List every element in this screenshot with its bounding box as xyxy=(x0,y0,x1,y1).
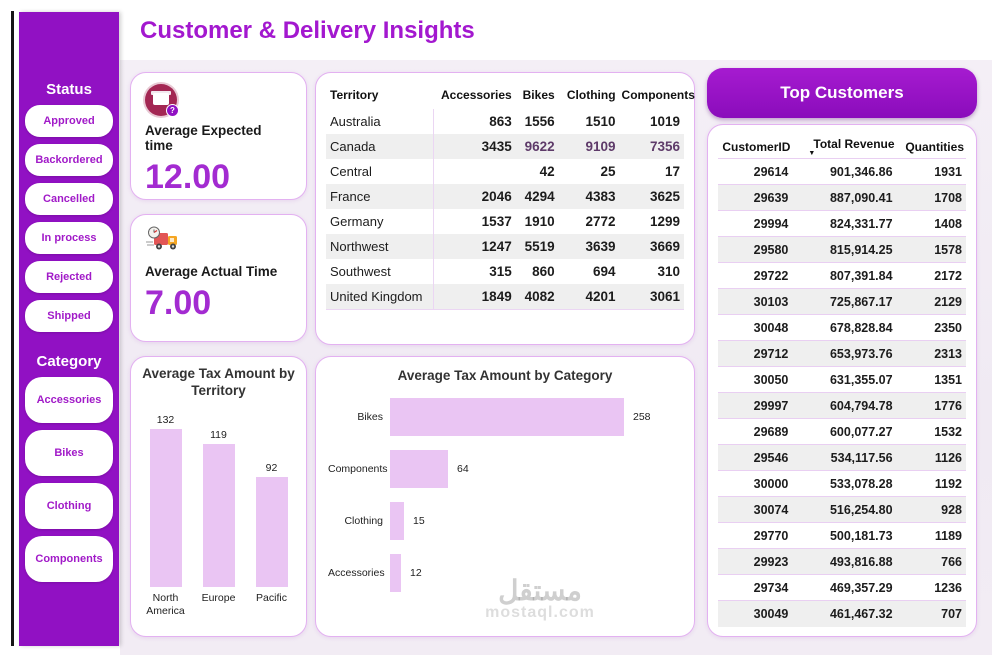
matrix-col-clothing[interactable]: Clothing xyxy=(566,88,616,102)
top-customer-row[interactable]: 30048 678,828.84 2350 xyxy=(718,314,966,341)
bar-segment[interactable] xyxy=(255,477,288,587)
bar-value-label: 12 xyxy=(410,567,422,579)
top-customers-table-card: CustomerID Total Revenue ▼ Quantities 29… xyxy=(707,124,977,637)
top-customer-row[interactable]: 30050 631,355.07 1351 xyxy=(718,366,966,393)
kpi-label: Average Expected time xyxy=(145,123,262,153)
bar-category-label: Accessories xyxy=(328,567,385,579)
tax-by-category-chart: Average Tax Amount by Category Bikes 258 C… xyxy=(315,356,695,637)
top-customer-row[interactable]: 29614 901,346.86 1931 xyxy=(718,158,966,185)
tc-col-customerid[interactable]: CustomerID xyxy=(722,140,791,154)
top-customer-row[interactable]: 29580 815,914.25 1578 xyxy=(718,236,966,263)
status-filter-shipped[interactable]: Shipped xyxy=(25,300,113,332)
top-customer-row[interactable]: 29689 600,077.27 1532 xyxy=(718,418,966,445)
status-filter-cancelled[interactable]: Cancelled xyxy=(25,183,113,215)
filter-sidebar: Status Approved Backordered Cancelled In pr… xyxy=(19,12,119,646)
category-filter-bikes[interactable]: Bikes xyxy=(25,430,113,476)
bar-segment[interactable] xyxy=(390,450,448,488)
top-customers-header: Top Customers xyxy=(707,68,977,118)
matrix-col-components[interactable]: Components xyxy=(621,88,695,102)
matrix-col-accessories[interactable]: Accessories xyxy=(441,88,512,102)
sort-descending-icon: ▼ xyxy=(808,150,816,157)
matrix-row-france[interactable]: France 2046 4294 4383 3625 xyxy=(326,184,684,209)
chart-title: Average Tax Amount by Territory xyxy=(142,366,295,398)
kpi-value: 7.00 xyxy=(145,284,212,322)
category-filter-components[interactable]: Components xyxy=(25,536,113,582)
matrix-table-body: Australia 863 1556 1510 1019 Canada 3435 9622 91… xyxy=(326,109,684,309)
chart-title: Average Tax Amount by Category xyxy=(397,368,613,383)
bar-category-label: Bikes xyxy=(357,411,383,423)
status-filter-approved[interactable]: Approved xyxy=(25,105,113,137)
bar-accessories: Accessories 12 xyxy=(328,554,682,592)
top-customer-row[interactable]: 29712 653,973.76 2313 xyxy=(718,340,966,367)
bar-value-label: 119 xyxy=(210,429,227,441)
top-customer-row[interactable]: 29722 807,391.84 2172 xyxy=(718,262,966,289)
status-filter-in-process[interactable]: In process xyxy=(25,222,113,254)
matrix-row-canada[interactable]: Canada 3435 9622 9109 7356 xyxy=(326,134,684,159)
bar-bikes: Bikes 258 xyxy=(328,398,682,436)
top-customer-row[interactable]: 30000 533,078.28 1192 xyxy=(718,470,966,497)
category-section-label: Category xyxy=(36,353,102,370)
bar-value-label: 258 xyxy=(633,411,651,423)
delivery-truck-icon xyxy=(146,226,177,250)
bar-category-label: Europe xyxy=(201,592,236,604)
top-customer-row[interactable]: 29734 469,357.29 1236 xyxy=(718,574,966,601)
matrix-row-australia[interactable]: Australia 863 1556 1510 1019 xyxy=(326,109,684,134)
bar-pacific: 92 Pacific xyxy=(250,462,294,624)
top-customer-row[interactable]: 29923 493,816.88 766 xyxy=(718,548,966,575)
status-filter-rejected[interactable]: Rejected xyxy=(25,261,113,293)
bar-segment[interactable] xyxy=(149,429,182,587)
tc-col-total-revenue[interactable]: Total Revenue ▼ xyxy=(792,133,896,159)
matrix-row-germany[interactable]: Germany 1537 1910 2772 1299 xyxy=(326,209,684,234)
tc-col-quantities[interactable]: Quantities xyxy=(905,140,964,154)
top-customer-row[interactable]: 29546 534,117.56 1126 xyxy=(718,444,966,471)
top-customer-row[interactable]: 30103 725,867.17 2129 xyxy=(718,288,966,315)
bar-segment[interactable] xyxy=(390,554,401,592)
left-frame-line xyxy=(11,11,14,646)
status-section-label: Status xyxy=(46,81,92,98)
kpi-label: Average Actual Time xyxy=(145,264,278,279)
territory-chart-bars: 132 North America 119 Europe 92 Pacific xyxy=(141,414,296,624)
top-customers-title: Top Customers xyxy=(780,83,904,102)
matrix-row-southwest[interactable]: Southwest 315 860 694 310 xyxy=(326,259,684,284)
bar-segment[interactable] xyxy=(390,398,624,436)
top-customer-row[interactable]: 30074 516,254.80 928 xyxy=(718,496,966,523)
bar-segment[interactable] xyxy=(202,444,235,587)
top-customer-row[interactable]: 30049 461,467.32 707 xyxy=(718,600,966,627)
top-customer-row[interactable]: 29997 604,794.78 1776 xyxy=(718,392,966,419)
bar-clothing: Clothing 15 xyxy=(328,502,682,540)
matrix-col-territory[interactable]: Territory xyxy=(330,88,379,102)
matrix-row-united-kingdom[interactable]: United Kingdom 1849 4082 4201 3061 xyxy=(326,284,684,309)
bar-segment[interactable] xyxy=(390,502,404,540)
top-customers-table-body: 29614 901,346.86 1931 29639 887,090.41 1708 29… xyxy=(718,158,966,627)
top-customer-row[interactable]: 29994 824,331.77 1408 xyxy=(718,210,966,237)
bar-components: Components 64 xyxy=(328,450,682,488)
category-chart-bars: Bikes 258 Components 64 Clothing 15 Accessorie… xyxy=(328,398,682,592)
category-filter-clothing[interactable]: Clothing xyxy=(25,483,113,529)
page-title: Customer & Delivery Insights xyxy=(140,17,475,44)
bar-category-label: Pacific xyxy=(256,592,287,604)
matrix-col-bikes[interactable]: Bikes xyxy=(522,88,555,102)
kpi-value: 12.00 xyxy=(145,158,231,196)
package-question-icon: ? xyxy=(145,84,179,117)
status-filter-backordered[interactable]: Backordered xyxy=(25,144,113,176)
bar-category-label: North America xyxy=(146,592,185,617)
tax-by-territory-chart: Average Tax Amount by Territory 132 North… xyxy=(130,356,307,637)
kpi-card-expected-time: ? Average Expected time 12.00 xyxy=(130,72,307,200)
matrix-row-northwest[interactable]: Northwest 1247 5519 3639 3669 xyxy=(326,234,684,259)
bar-europe: 119 Europe xyxy=(197,429,241,624)
top-customer-row[interactable]: 29639 887,090.41 1708 xyxy=(718,184,966,211)
bar-value-label: 64 xyxy=(457,463,469,475)
category-filter-accessories[interactable]: Accessories xyxy=(25,377,113,423)
top-customer-row[interactable]: 29770 500,181.73 1189 xyxy=(718,522,966,549)
matrix-row-central[interactable]: Central 42 25 17 xyxy=(326,159,684,184)
bar-value-label: 92 xyxy=(265,462,278,474)
bar-north-america: 132 North America xyxy=(144,414,188,624)
territory-category-matrix: Territory Accessories Bikes Clothing Com… xyxy=(315,72,695,345)
bar-category-label: Clothing xyxy=(344,515,383,527)
bar-value-label: 15 xyxy=(413,515,425,527)
kpi-card-actual-time: Average Actual Time 7.00 xyxy=(130,214,307,342)
bar-value-label: 132 xyxy=(156,414,175,426)
bar-category-label: Components xyxy=(328,463,388,475)
